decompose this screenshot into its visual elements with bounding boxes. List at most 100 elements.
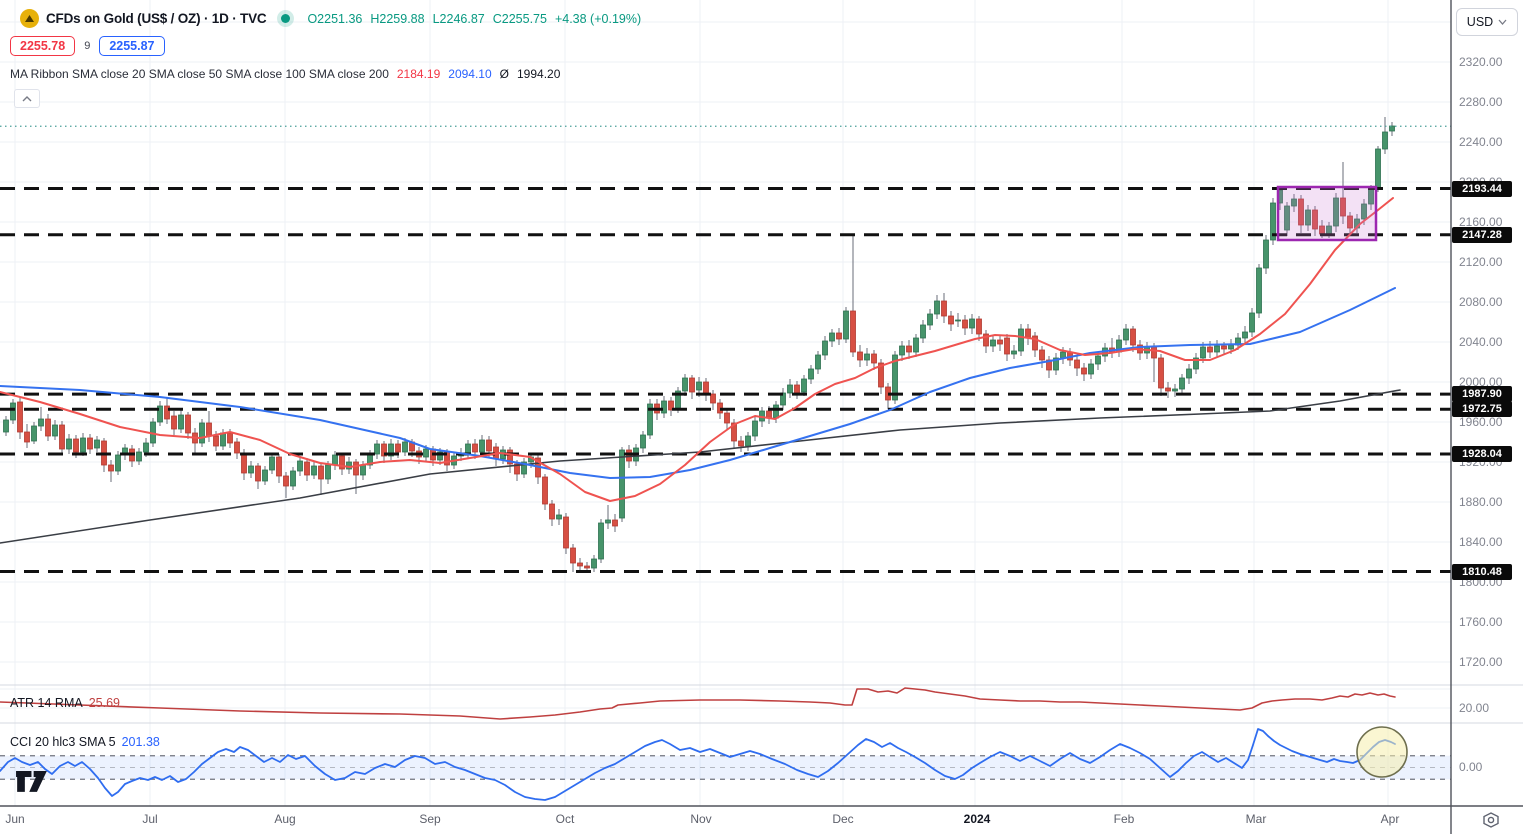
candle-body [598, 522, 604, 560]
candle-body [899, 345, 905, 356]
candle-body [248, 465, 254, 474]
candle-body [836, 332, 842, 340]
candle-body [171, 415, 177, 430]
ma20-value: 2184.19 [396, 67, 441, 81]
ma-ribbon-label: MA Ribbon SMA close 20 SMA close 50 SMA … [10, 67, 389, 81]
candle-body [318, 465, 324, 480]
candle-body [892, 354, 898, 401]
candle-body [941, 300, 947, 317]
time-axis-label: Apr [1380, 812, 1400, 826]
price-axis-label: 2280.00 [1459, 95, 1503, 109]
candle-body [570, 547, 576, 564]
candle-body [388, 443, 394, 457]
cci-legend[interactable]: CCI 20 hlc3 SMA 5 201.38 [10, 735, 160, 749]
candle-body [710, 393, 716, 404]
candle-body [360, 464, 366, 476]
symbol-title[interactable]: CFDs on Gold (US$ / OZ) · 1D · TVC [46, 11, 267, 26]
candle-body [374, 443, 380, 455]
candle-body [1284, 205, 1290, 231]
time-axis-label: Jul [142, 812, 158, 826]
candle-body [1389, 125, 1395, 132]
sell-price-button[interactable]: 2255.78 [10, 36, 76, 56]
ma-line-sma50 [0, 287, 1396, 479]
candle-body [1186, 368, 1192, 379]
candle-body [206, 422, 212, 437]
candle-body [857, 351, 863, 361]
candle-body [864, 353, 870, 361]
candle-body [10, 402, 16, 421]
candle-body [269, 456, 275, 471]
candle-body [1298, 198, 1304, 226]
candle-body [283, 475, 289, 487]
candle-body [185, 414, 191, 434]
candle-body [927, 313, 933, 326]
candle-body [829, 332, 835, 342]
candle-body [514, 463, 520, 475]
time-axis-label: 2024 [963, 812, 991, 826]
candle-body [17, 401, 23, 433]
candle-body [731, 422, 737, 442]
close-value: C2255.75 [492, 11, 547, 26]
ma-line-sma200 [0, 389, 1401, 544]
candle-body [1123, 328, 1129, 341]
candle-body [276, 456, 282, 477]
time-axis-label: Sep [419, 812, 441, 826]
candle-body [381, 443, 387, 457]
candle-body [801, 378, 807, 393]
candle-body [395, 443, 401, 453]
candle-body [640, 434, 646, 449]
candle-body [871, 353, 877, 364]
candle-body [241, 452, 247, 474]
candle-body [605, 519, 611, 524]
candle-body [549, 503, 555, 520]
high-value: H2259.88 [370, 11, 425, 26]
candle-body [1249, 312, 1255, 333]
candle-body [619, 449, 625, 519]
candle-body [486, 439, 492, 452]
candle-body [955, 319, 961, 322]
candle-body [164, 405, 170, 420]
candle-body [1270, 202, 1276, 241]
atr-label: ATR 14 RMA [10, 696, 83, 710]
candle-body [332, 454, 338, 466]
chevron-up-icon [22, 95, 32, 101]
candle-body [521, 461, 527, 475]
ma200-value: 1994.20 [517, 67, 561, 81]
chevron-down-icon [1498, 19, 1507, 25]
axis-settings-button[interactable] [1481, 810, 1501, 834]
candle-body [1025, 328, 1031, 339]
candle-body [990, 339, 996, 347]
candle-body [3, 419, 9, 433]
candle-body [983, 333, 989, 347]
candle-body [143, 442, 149, 453]
candle-body [626, 449, 632, 462]
candle-body [808, 368, 814, 380]
candle-body [24, 431, 30, 443]
ma-ribbon-legend[interactable]: MA Ribbon SMA close 20 SMA close 50 SMA … [10, 67, 560, 81]
candle-body [1256, 267, 1262, 314]
atr-line [0, 687, 1396, 720]
collapse-legend-button[interactable] [14, 89, 40, 108]
candle-body [1046, 359, 1052, 371]
settings-hexagon-icon [1483, 812, 1499, 828]
candle-body [423, 448, 429, 458]
price-level-chip: 1928.04 [1452, 445, 1512, 462]
ma50-value: 2094.10 [448, 67, 492, 81]
candle-body [136, 451, 142, 462]
currency-selector[interactable]: USD [1456, 8, 1518, 36]
candle-body [66, 438, 72, 450]
time-axis-label: Mar [1245, 812, 1267, 826]
buy-price-button[interactable]: 2255.87 [99, 36, 165, 56]
candle-body [227, 432, 233, 444]
atr-legend[interactable]: ATR 14 RMA 25.69 [10, 696, 120, 710]
cci-label: CCI 20 hlc3 SMA 5 [10, 735, 116, 749]
candle-body [682, 377, 688, 392]
candle-body [1214, 345, 1220, 353]
market-status-icon [281, 14, 291, 23]
candle-body [738, 440, 744, 447]
candle-body [479, 439, 485, 453]
candle-body [297, 460, 303, 472]
candle-body [612, 519, 618, 527]
tradingview-logo[interactable] [16, 771, 48, 798]
